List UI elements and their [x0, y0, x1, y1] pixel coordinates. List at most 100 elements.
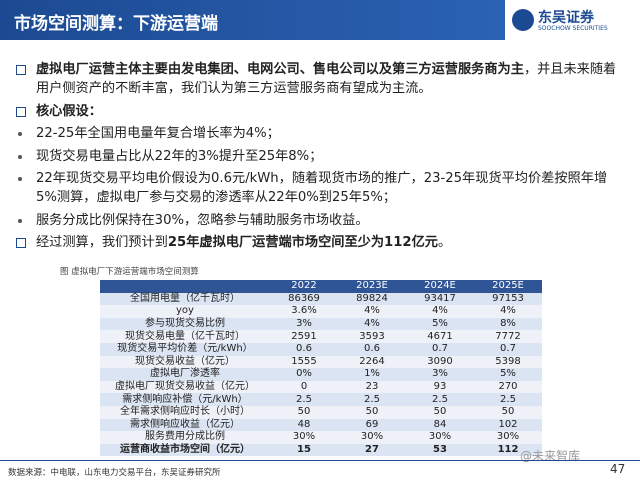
bullet-text: ，并且未来随着用户侧资产的不断丰富，我们认为第三方运营服务商有望成为主流。: [36, 62, 617, 96]
square-bullet: [16, 65, 26, 75]
bullet-text: 。: [437, 235, 452, 250]
table-cell: 3%: [270, 317, 338, 331]
logo-english: SOOCHOW SECURITIES: [538, 25, 608, 32]
row-label: 服务费用分成比例: [100, 431, 270, 444]
table-row: 全年需求侧响应时长（小时） 50 50 50 50: [100, 405, 542, 419]
header-row: 2022 2023E 2024E 2025E: [100, 280, 542, 293]
dot-bullet: [18, 132, 22, 136]
square-bullet: [16, 106, 26, 117]
table-cell: 2.5: [474, 393, 542, 406]
table-cell: 2591: [270, 330, 338, 343]
table-cell: 50: [338, 405, 406, 419]
table-row: 现货交易收益（亿元） 1555 2264 3090 5398: [100, 355, 542, 369]
table-cell: 0.7: [474, 342, 542, 356]
bullet-item: 服务分成比例保持在30%，忽略参与辅助服务市场收益。: [14, 211, 626, 230]
table-cell: 84: [406, 418, 474, 432]
table-cell: 50: [474, 405, 542, 419]
table-cell: 4%: [406, 305, 474, 318]
dot-bullet: [18, 177, 22, 181]
table-cell: 0.6: [338, 342, 406, 356]
bullet-item: 现货交易电量占比从22年的3%提升至25年8%；: [14, 147, 626, 166]
bullet-item: 经过测算，我们预计到25年虚拟电厂运营端市场空间至少为112亿元。: [14, 233, 626, 252]
header-bar: [0, 0, 505, 40]
logo: 东吴证券 SOOCHOW SECURITIES: [512, 7, 632, 35]
bullet-item: 核心假设：: [14, 102, 626, 121]
table-cell: 4%: [338, 317, 406, 331]
row-label: 需求侧响应收益（亿元）: [100, 418, 270, 432]
data-table: 2022 2023E 2024E 2025E 全国用电量（亿千瓦时） 86369 89824…: [100, 280, 542, 457]
row-label: 现货交易平均价差（元/kWh）: [100, 342, 270, 356]
table-cell: 8%: [474, 317, 542, 331]
header-cell: 2023E: [338, 280, 406, 293]
table-row: 现货交易电量（亿千瓦时） 2591 3593 4671 7772: [100, 330, 542, 343]
table-cell: 2.5: [338, 393, 406, 406]
table-cell: 1555: [270, 355, 338, 369]
table-cell: 3593: [338, 330, 406, 343]
row-label: 虚拟电厂渗透率: [100, 368, 270, 381]
table-cell: 93417: [406, 292, 474, 306]
row-label: 现货交易收益（亿元）: [100, 355, 270, 369]
table-cell: 4%: [338, 305, 406, 318]
bullet-text: 25年虚拟电厂运营端市场空间至少为112亿元: [167, 235, 438, 250]
table-row: 运营商收益市场空间（亿元） 15 27 53 112: [100, 443, 542, 457]
table-row: 需求侧响应补偿（元/kWh） 2.5 2.5 2.5 2.5: [100, 393, 542, 406]
table-cell: 30%: [406, 431, 474, 444]
table-cell: 97153: [474, 292, 542, 306]
bullet-text: 服务分成比例保持在30%，忽略参与辅助服务市场收益。: [36, 212, 369, 228]
table-row: 现货交易平均价差（元/kWh） 0.6 0.6 0.7 0.7: [100, 342, 542, 356]
table-cell: 3.6%: [270, 305, 338, 318]
table-cell: 48: [270, 418, 338, 432]
dot-bullet: [18, 154, 22, 159]
row-label: 运营商收益市场空间（亿元）: [100, 443, 270, 457]
table-cell: 112: [474, 443, 542, 457]
table-cell: 7772: [474, 330, 542, 343]
row-label: 需求侧响应补偿（元/kWh）: [100, 393, 270, 406]
table-cell: 27: [338, 443, 406, 457]
logo-mark: [512, 9, 534, 31]
table-caption: 图 虚拟电厂下游运营端市场空间测算: [60, 267, 199, 277]
table-row: 全国用电量（亿千瓦时） 86369 89824 93417 97153: [100, 292, 542, 306]
table-cell: 3%: [406, 368, 474, 381]
table-cell: 5398: [474, 355, 542, 369]
table-cell: 53: [406, 443, 474, 457]
table-cell: 2.5: [270, 393, 338, 406]
table-cell: 69: [338, 418, 406, 432]
bullet-text: 22年现货交易平均电价假设为0.6元/kWh，随着现货市场的推广，23-25年现…: [36, 171, 608, 205]
table-cell: 270: [474, 380, 542, 394]
header-cell: [100, 280, 270, 293]
table-cell: 2.5: [406, 393, 474, 406]
row-label: 现货交易电量（亿千瓦时）: [100, 330, 270, 343]
table-cell: 30%: [474, 431, 542, 444]
row-label: 全年需求侧响应时长（小时）: [100, 405, 270, 419]
table-row: yoy 3.6% 4% 4% 4%: [100, 305, 542, 318]
bullet-item: 虚拟电厂运营主体主要由发电集团、电网公司、售电公司以及第三方运营服务商为主，并且…: [14, 60, 626, 98]
table-cell: 23: [338, 380, 406, 394]
row-label: 虚拟电厂现货交易收益（亿元）: [100, 380, 270, 394]
table-cell: 30%: [270, 431, 338, 444]
source-note: 数据来源：中电联，山东电力交易平台，东吴证券研究所: [8, 468, 221, 478]
square-bullet: [16, 238, 26, 248]
table-cell: 0: [270, 380, 338, 394]
table-cell: 2264: [338, 355, 406, 369]
table-cell: 5%: [406, 317, 474, 331]
table-cell: 50: [270, 405, 338, 419]
header-cell: 2024E: [406, 280, 474, 293]
table-cell: 0.6: [270, 342, 338, 356]
slide-title: 市场空间测算：下游运营端: [14, 14, 218, 34]
bullet-text: 核心假设：: [36, 103, 102, 119]
header-cell: 2025E: [474, 280, 542, 293]
bullet-text: 经过测算，我们预计到: [36, 235, 168, 250]
table-cell: 30%: [338, 431, 406, 444]
table-cell: 4671: [406, 330, 474, 343]
logo-name: 东吴证券: [538, 10, 594, 26]
table-cell: 0%: [270, 368, 338, 381]
bullet-list: 虚拟电厂运营主体主要由发电集团、电网公司、售电公司以及第三方运营服务商为主，并且…: [14, 60, 626, 256]
row-label: yoy: [100, 305, 270, 318]
dot-bullet: [18, 218, 22, 223]
table-cell: 0.7: [406, 342, 474, 356]
row-label: 全国用电量（亿千瓦时）: [100, 292, 270, 306]
table-row: 需求侧响应收益（亿元） 48 69 84 102: [100, 418, 542, 432]
table-cell: 4%: [474, 305, 542, 318]
table-row: 虚拟电厂现货交易收益（亿元） 0 23 93 270: [100, 380, 542, 394]
